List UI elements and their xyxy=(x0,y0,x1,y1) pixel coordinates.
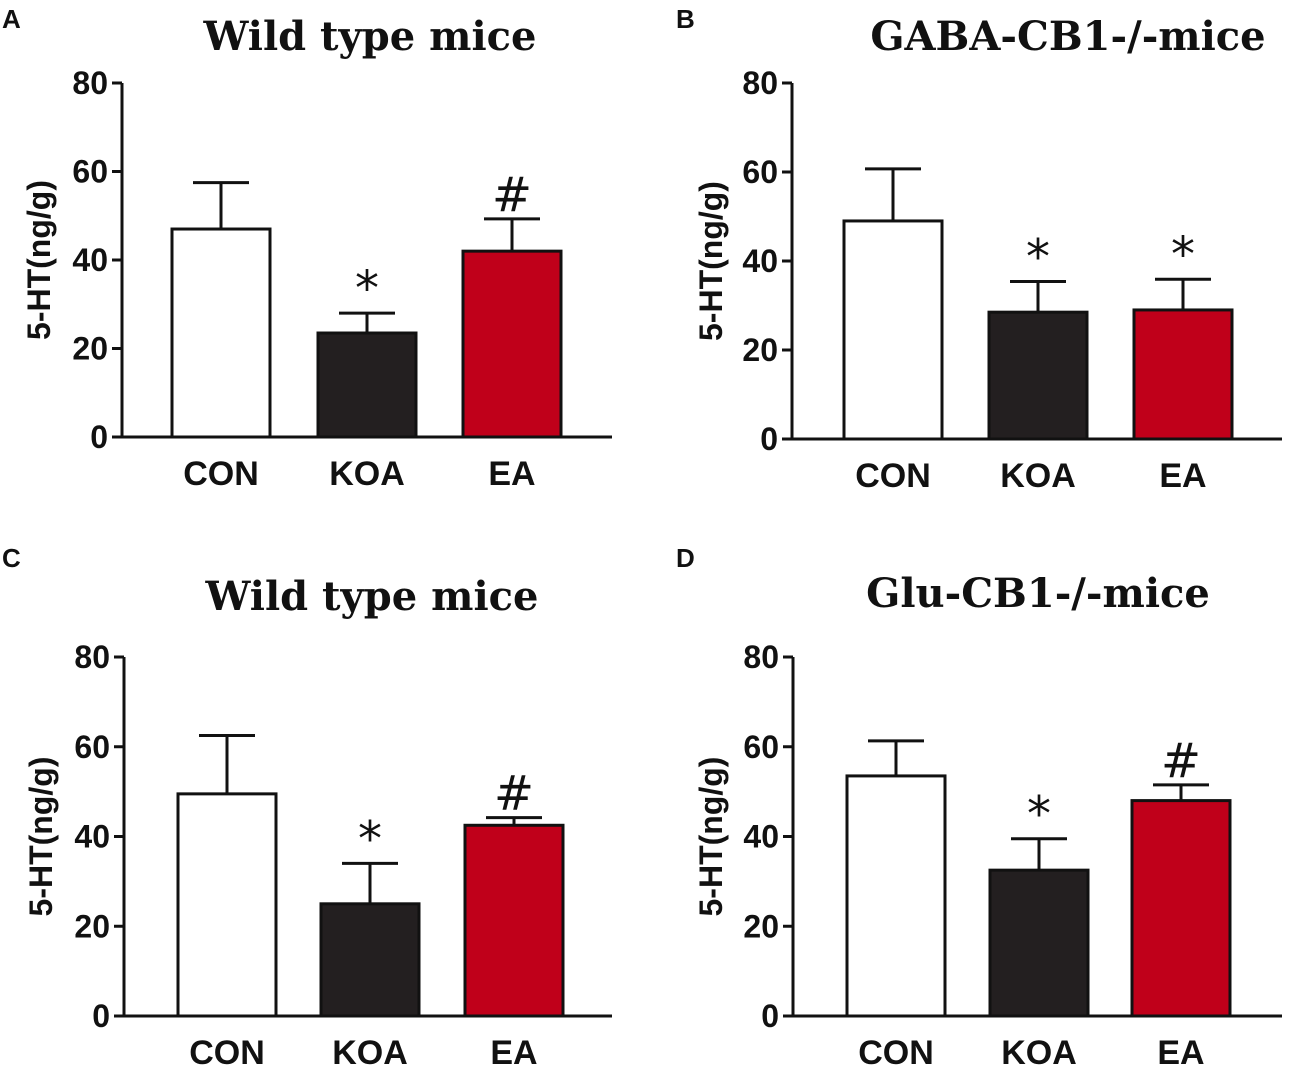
x-tick-label: KOA xyxy=(332,1034,408,1072)
x-tick-label: CON xyxy=(855,457,931,495)
panel-letter: C xyxy=(2,543,21,573)
panel-c: C Wild type mice 5-HT(ng/g) CON * KOA # EA 0 20 40… xyxy=(2,543,612,1072)
panel-letter: B xyxy=(676,4,695,34)
bar-koa xyxy=(988,868,1090,1018)
y-tick-label: 20 xyxy=(742,332,778,368)
x-tick-label: EA xyxy=(1159,457,1206,495)
y-tick-label: 80 xyxy=(74,639,110,675)
bar-koa xyxy=(987,310,1089,441)
bar-ea xyxy=(1130,799,1232,1018)
bar-con xyxy=(170,227,272,439)
y-tick-label: 80 xyxy=(743,639,779,675)
chart-title: GABA-CB1-/-mice xyxy=(870,13,1265,60)
bar-ea xyxy=(463,823,565,1018)
panel-a: A Wild type mice 5-HT(ng/g) CON * KOA # EA 0 20 40… xyxy=(2,4,612,493)
bar-con xyxy=(845,774,947,1018)
panel-d: D Glu-CB1-/-mice 5-HT(ng/g) CON * KOA # EA 0 20 40… xyxy=(676,543,1282,1072)
significance-marker-ea: # xyxy=(492,167,532,223)
significance-marker-koa: * xyxy=(1026,229,1050,285)
chart-title: Wild type mice xyxy=(203,13,537,60)
bar-con xyxy=(176,792,278,1018)
chart-title: Glu-CB1-/-mice xyxy=(866,570,1210,617)
y-tick-label: 40 xyxy=(743,819,779,855)
x-tick-label: CON xyxy=(189,1034,265,1072)
y-tick-label: 60 xyxy=(742,154,778,190)
panel-b: B GABA-CB1-/-mice 5-HT(ng/g) CON * KOA * EA 0 20 4… xyxy=(676,4,1282,495)
significance-marker-ea: # xyxy=(1161,733,1201,789)
panel-letter: D xyxy=(676,543,695,573)
y-axis-label: 5-HT(ng/g) xyxy=(23,757,59,917)
y-tick-label: 40 xyxy=(74,819,110,855)
x-tick-label: EA xyxy=(1157,1034,1204,1072)
y-tick-label: 20 xyxy=(72,331,108,367)
y-tick-label: 80 xyxy=(72,65,108,101)
significance-marker-ea: * xyxy=(1171,227,1195,283)
panel-letter: A xyxy=(2,4,21,34)
x-tick-label: KOA xyxy=(329,455,405,493)
y-tick-label: 60 xyxy=(74,729,110,765)
x-tick-label: CON xyxy=(183,455,259,493)
y-tick-label: 20 xyxy=(743,908,779,944)
y-tick-label: 0 xyxy=(92,998,110,1034)
significance-marker-ea: # xyxy=(494,766,534,822)
x-tick-label: EA xyxy=(490,1034,537,1072)
chart-title: Wild type mice xyxy=(205,573,539,620)
y-tick-label: 20 xyxy=(74,908,110,944)
significance-marker-koa: * xyxy=(355,261,379,317)
y-tick-label: 0 xyxy=(761,998,779,1034)
y-tick-label: 60 xyxy=(743,729,779,765)
significance-marker-koa: * xyxy=(1027,787,1051,843)
bar-koa xyxy=(319,902,421,1018)
y-tick-label: 0 xyxy=(90,419,108,455)
y-tick-label: 80 xyxy=(742,65,778,101)
significance-marker-koa: * xyxy=(358,811,382,867)
y-axis-label: 5-HT(ng/g) xyxy=(693,757,729,917)
bar-ea xyxy=(1132,308,1234,441)
y-tick-label: 60 xyxy=(72,154,108,190)
bar-ea xyxy=(461,249,563,439)
bar-koa xyxy=(316,331,418,439)
bar-con xyxy=(842,219,944,441)
x-tick-label: CON xyxy=(858,1034,934,1072)
y-tick-label: 0 xyxy=(760,421,778,457)
y-axis-label: 5-HT(ng/g) xyxy=(693,181,729,341)
y-tick-label: 40 xyxy=(742,243,778,279)
x-tick-label: KOA xyxy=(1001,1034,1077,1072)
x-tick-label: EA xyxy=(488,455,535,493)
y-tick-label: 40 xyxy=(72,242,108,278)
x-tick-label: KOA xyxy=(1000,457,1076,495)
y-axis-label: 5-HT(ng/g) xyxy=(21,180,57,340)
